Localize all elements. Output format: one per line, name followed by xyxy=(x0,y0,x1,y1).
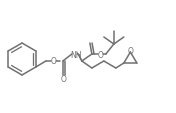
Text: O: O xyxy=(127,46,133,55)
Text: NH: NH xyxy=(70,50,82,59)
Text: O: O xyxy=(98,50,104,59)
Text: O: O xyxy=(51,57,57,66)
Text: O: O xyxy=(61,74,67,83)
